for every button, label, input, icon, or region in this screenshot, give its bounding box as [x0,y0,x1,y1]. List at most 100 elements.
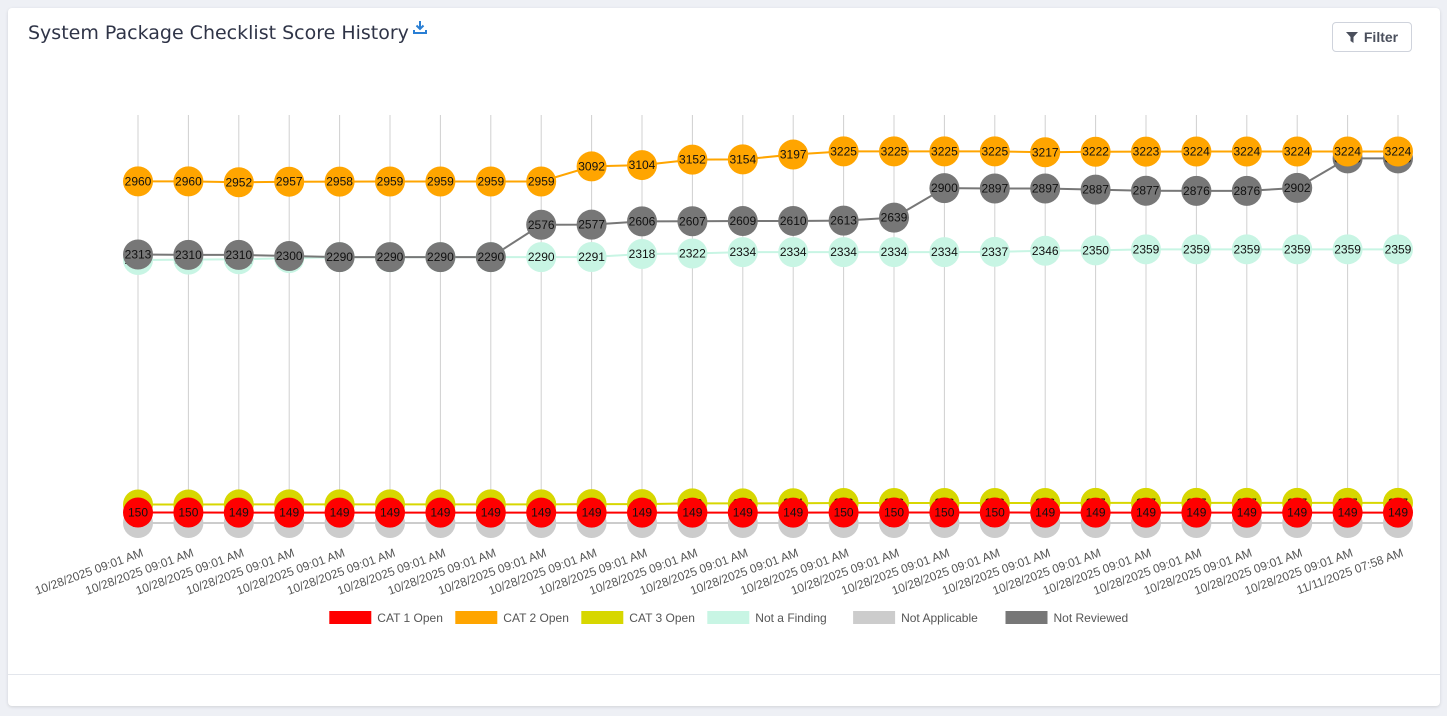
data-point-marker-not-reviewed [425,242,456,273]
data-label-cat-1-open: 149 [1035,506,1055,520]
data-point-not-a-finding: 2290 [526,242,557,273]
data-point-marker-not-reviewed [828,205,859,236]
legend-swatch-cat-3-open [581,611,624,624]
data-point-cat-1-open: 150 [828,497,859,528]
data-point-not-reviewed: 2577 [576,209,607,240]
filter-button[interactable]: Filter [1332,22,1412,52]
data-label-cat-2-open: 3154 [729,152,756,166]
data-point-marker-cat-2-open [475,166,506,197]
legend-swatch-not-reviewed [1005,611,1048,624]
data-point-cat-2-open: 3225 [929,136,960,167]
data-label-not-reviewed: 2876 [1233,184,1260,198]
data-point-not-a-finding: 2334 [879,237,909,268]
data-label-not-a-finding: 2359 [1385,242,1412,256]
data-label-cat-1-open: 149 [733,506,753,520]
data-label-not-reviewed: 2609 [729,214,756,228]
legend-label-not-reviewed: Not Reviewed [1054,611,1129,625]
data-label-cat-1-open: 150 [884,506,904,520]
data-label-not-reviewed: 2576 [528,218,555,232]
data-label-not-a-finding: 2359 [1183,242,1210,256]
data-label-not-a-finding: 2359 [1133,242,1160,256]
data-point-not-reviewed: 2290 [375,242,405,273]
data-label-not-reviewed: 2613 [830,214,857,228]
data-label-cat-2-open: 3224 [1334,145,1361,159]
legend-label-cat-2-open: CAT 2 Open [503,611,569,625]
data-point-cat-1-open: 149 [475,497,506,528]
data-label-not-reviewed: 2310 [175,248,202,262]
data-label-cat-2-open: 3225 [830,144,857,158]
data-label-not-a-finding: 2334 [881,245,908,259]
data-point-not-a-finding: 2322 [677,238,708,269]
data-label-cat-2-open: 3217 [1032,145,1059,159]
data-point-not-a-finding: 2359 [1332,234,1363,265]
data-label-not-a-finding: 2346 [1032,244,1059,258]
data-point-not-a-finding: 2350 [1080,235,1111,266]
data-label-cat-1-open: 149 [1086,506,1106,520]
data-label-not-reviewed: 2290 [377,250,404,264]
data-point-not-reviewed: 2313 [123,239,153,270]
legend-label-cat-3-open: CAT 3 Open [629,611,695,625]
data-point-cat-2-open: 3224 [1332,136,1363,167]
data-label-cat-1-open: 149 [1287,506,1307,520]
data-point-not-a-finding: 2318 [627,238,657,269]
data-label-cat-1-open: 149 [582,506,602,520]
data-point-cat-1-open: 149 [1282,497,1313,528]
data-point-not-a-finding: 2346 [1030,235,1061,266]
data-point-cat-1-open: 149 [375,497,405,528]
data-point-marker-not-reviewed [223,239,254,270]
data-point-not-a-finding: 2359 [1383,234,1413,265]
data-point-marker-cat-2-open [929,136,960,167]
data-point-marker-cat-1-open [677,497,708,528]
data-point-marker-cat-1-open [1030,497,1061,528]
legend: CAT 1 Open CAT 2 Open CAT 3 Open Not a Find… [329,611,1128,625]
legend-swatch-cat-2-open [455,611,498,624]
data-point-marker-not-reviewed [1231,175,1262,206]
data-point-marker-cat-2-open [627,150,657,181]
data-label-cat-1-open: 149 [531,506,551,520]
data-point-not-reviewed: 2290 [324,242,355,273]
data-point-not-reviewed: 2613 [828,205,859,236]
data-point-marker-cat-1-open [173,497,204,528]
data-label-cat-2-open: 3222 [1082,145,1109,159]
data-point-not-reviewed: 2607 [677,206,708,237]
data-label-cat-2-open: 3225 [881,144,908,158]
data-point-cat-2-open: 3225 [828,136,859,167]
data-point-marker-cat-1-open [375,497,405,528]
data-point-cat-2-open: 3223 [1131,136,1161,167]
data-point-cat-2-open: 2957 [274,166,305,197]
data-point-cat-2-open: 3092 [576,151,607,182]
data-label-not-a-finding: 2350 [1082,243,1109,257]
download-icon[interactable] [412,20,427,36]
data-point-marker-not-reviewed [627,206,657,237]
data-label-not-a-finding: 2322 [679,247,706,261]
data-label-not-reviewed: 2897 [981,181,1008,195]
data-point-marker-cat-2-open [576,151,607,182]
data-point-marker-cat-2-open [526,166,557,197]
legend-item-cat-3-open: CAT 3 Open [581,611,695,625]
data-label-cat-2-open: 2960 [175,174,202,188]
data-point-not-a-finding: 2334 [929,237,960,268]
data-point-marker-not-reviewed [375,242,405,273]
data-point-marker-cat-2-open [778,139,809,170]
chart-title: System Package Checklist Score History [28,22,409,44]
data-label-cat-2-open: 2959 [477,174,504,188]
data-point-marker-cat-1-open [828,497,859,528]
data-point-marker-cat-2-open [1080,136,1111,167]
data-point-cat-1-open: 149 [1383,497,1413,528]
data-point-marker-cat-1-open [879,497,909,528]
data-point-cat-1-open: 150 [123,497,153,528]
data-point-cat-2-open: 2959 [375,166,405,197]
data-point-marker-not-reviewed [1080,174,1111,205]
data-point-cat-1-open: 149 [324,497,355,528]
data-point-marker-cat-1-open [627,497,657,528]
data-point-marker-cat-2-open [173,166,204,197]
data-point-marker-not-a-finding [1131,234,1161,265]
data-label-not-reviewed: 2876 [1183,184,1210,198]
data-point-marker-cat-1-open [1383,497,1413,528]
data-point-cat-2-open: 3224 [1181,136,1212,167]
data-point-marker-cat-2-open [1383,136,1413,167]
data-point-marker-cat-2-open [324,166,355,197]
data-point-not-reviewed: 2290 [425,242,456,273]
data-point-marker-cat-1-open [727,497,758,528]
